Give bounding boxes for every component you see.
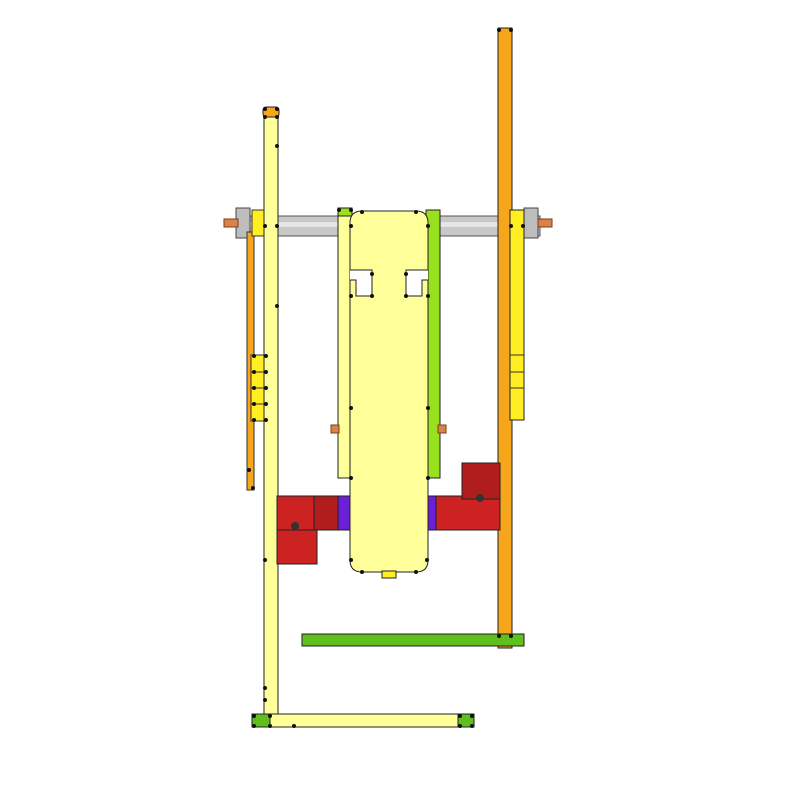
vertex-dot xyxy=(275,224,279,228)
right-bracket-body xyxy=(509,209,525,421)
center-housing xyxy=(349,210,429,579)
vertex-dot xyxy=(458,724,462,728)
vertex-dot xyxy=(268,714,272,718)
vertex-dot xyxy=(426,406,430,410)
vertex-dot xyxy=(252,354,256,358)
vertex-dot xyxy=(414,570,418,574)
vertex-dot xyxy=(349,558,353,562)
right-motor-bolt xyxy=(476,494,484,502)
vertex-dot xyxy=(349,224,353,228)
vertex-dot xyxy=(497,28,501,32)
left-upright xyxy=(262,106,280,726)
vertex-dot xyxy=(275,107,279,111)
left-side-stud xyxy=(330,424,340,434)
housing-slot-left xyxy=(350,269,373,297)
left-shaft-tip xyxy=(223,218,239,228)
right-shaft-collar xyxy=(523,207,539,239)
vertex-dot xyxy=(247,468,251,472)
vertex-dot xyxy=(509,28,513,32)
vertex-dot xyxy=(509,224,513,228)
vertex-dot xyxy=(275,304,279,308)
vertex-dot xyxy=(370,294,374,298)
vertex-dot xyxy=(264,370,268,374)
middle-base-plate xyxy=(301,633,525,647)
drive-unit xyxy=(276,462,501,565)
vertex-dot xyxy=(426,224,430,228)
vertex-dot xyxy=(252,402,256,406)
vertex-dot xyxy=(263,107,267,111)
vertex-dot xyxy=(404,272,408,276)
vertex-dot xyxy=(275,115,279,119)
vertex-dot xyxy=(349,476,353,480)
vertex-dot xyxy=(404,294,408,298)
vertex-dot xyxy=(349,406,353,410)
left-drive-motor-cap xyxy=(313,495,341,531)
left-motor-bolt xyxy=(291,522,299,530)
vertex-dot xyxy=(370,272,374,276)
left-upright-cap xyxy=(262,106,280,118)
vertex-dot xyxy=(263,698,267,702)
vertex-dot xyxy=(264,418,268,422)
vertex-dot xyxy=(252,724,256,728)
right-bracket xyxy=(509,209,525,421)
housing-bottom-tab xyxy=(381,570,397,579)
vertex-dot xyxy=(470,724,474,728)
vertex-dot xyxy=(263,558,267,562)
vertex-dot xyxy=(264,386,268,390)
vertex-dot xyxy=(264,402,268,406)
vertex-dot xyxy=(252,714,256,718)
center-housing-body xyxy=(349,210,429,573)
vertex-dot xyxy=(252,386,256,390)
vertex-dot xyxy=(349,208,353,212)
vertex-dot xyxy=(426,476,430,480)
right-shaft-tip xyxy=(537,218,553,228)
vertex-dot xyxy=(426,294,430,298)
vertex-dot xyxy=(521,224,525,228)
vertex-markers xyxy=(247,28,525,728)
right-drive-motor-top xyxy=(461,462,501,500)
right-drive-motor-body xyxy=(435,495,501,531)
vertex-dot xyxy=(252,418,256,422)
housing-slot-right xyxy=(405,269,428,297)
vertex-dot xyxy=(263,224,267,228)
base-bar-body xyxy=(267,713,473,728)
base-bar-right-cap xyxy=(457,713,475,728)
right-side-stud xyxy=(437,424,447,434)
vertex-dot xyxy=(425,558,429,562)
vertex-dot xyxy=(263,686,267,690)
bottom-base-bar xyxy=(251,713,475,728)
vertex-dot xyxy=(509,634,513,638)
base-bar-left-foot xyxy=(251,713,271,728)
vertex-dot xyxy=(458,714,462,718)
vertex-dot xyxy=(292,724,296,728)
vertex-dot xyxy=(264,354,268,358)
vertex-dot xyxy=(414,210,418,214)
center-left-rail-top xyxy=(337,207,353,217)
vertex-dot xyxy=(251,486,255,490)
vertex-dot xyxy=(268,724,272,728)
vertex-dot xyxy=(360,570,364,574)
vertex-dot xyxy=(275,144,279,148)
vertex-dot xyxy=(497,634,501,638)
vertex-dot xyxy=(360,210,364,214)
vertex-dot xyxy=(349,294,353,298)
center-left-rail xyxy=(337,207,353,479)
vertex-dot xyxy=(252,370,256,374)
vertex-dot xyxy=(263,115,267,119)
vertex-dot xyxy=(337,208,341,212)
base-plate-body xyxy=(301,633,525,647)
vertex-dot xyxy=(470,714,474,718)
